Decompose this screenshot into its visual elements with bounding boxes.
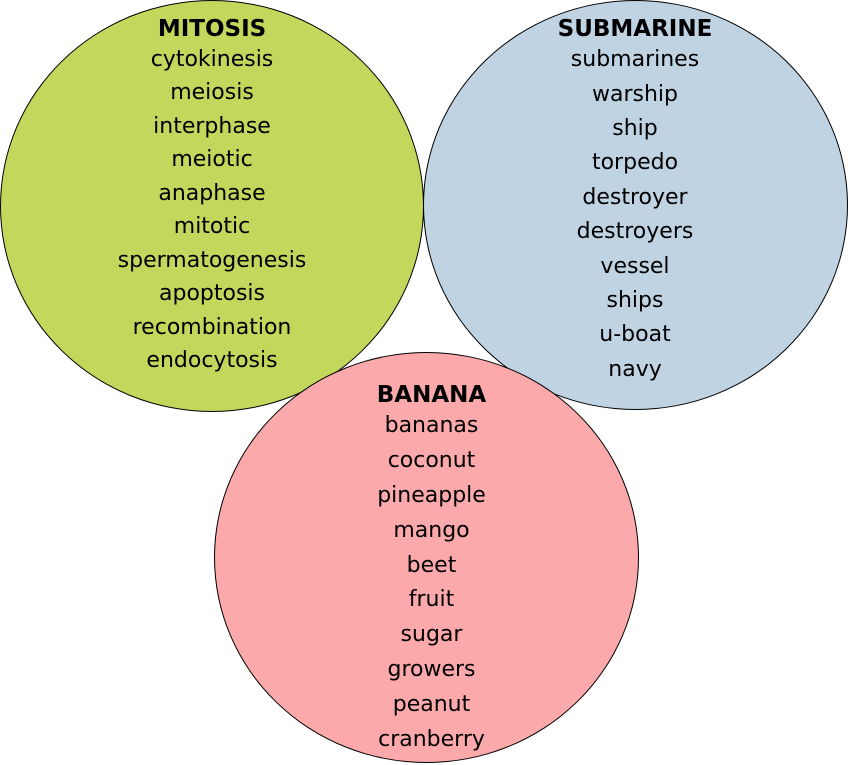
cluster-word: meiosis bbox=[170, 80, 254, 106]
cluster-word: mitotic bbox=[173, 214, 251, 240]
cluster-word: vessel bbox=[600, 253, 670, 279]
cluster-word: fruit bbox=[408, 587, 455, 613]
cluster-title: BANANA bbox=[376, 381, 487, 408]
cluster-word: apoptosis bbox=[159, 281, 265, 307]
cluster-word: destroyers bbox=[576, 219, 694, 245]
cluster-word: recombination bbox=[132, 314, 292, 340]
cluster-word: interphase bbox=[153, 113, 271, 139]
cluster-word: endocytosis bbox=[146, 348, 278, 374]
cluster-word: submarines bbox=[570, 47, 700, 73]
cluster-title: MITOSIS bbox=[157, 15, 267, 42]
cluster-word: cytokinesis bbox=[150, 46, 274, 72]
cluster-word: pineapple bbox=[377, 482, 486, 508]
cluster-word: torpedo bbox=[591, 150, 679, 176]
cluster-word: meiotic bbox=[171, 147, 253, 173]
cluster-word: growers bbox=[387, 656, 476, 682]
cluster-word: cranberry bbox=[378, 726, 485, 752]
cluster-word: warship bbox=[591, 81, 678, 107]
cluster-word: destroyer bbox=[582, 184, 688, 210]
cluster-word: sugar bbox=[400, 622, 463, 648]
mitosis-group: MITOSIS cytokinesis meiosis interphase m… bbox=[90, 15, 334, 378]
cluster-word: navy bbox=[608, 356, 662, 382]
cluster-word: ship bbox=[612, 115, 658, 141]
cluster-title: SUBMARINE bbox=[557, 15, 713, 42]
cluster-word: anaphase bbox=[158, 180, 266, 206]
cluster-word: u-boat bbox=[599, 322, 671, 348]
banana-group: BANANA bananas coconut pineapple mango b… bbox=[344, 381, 519, 757]
cluster-word: spermatogenesis bbox=[117, 247, 307, 273]
cluster-word: mango bbox=[393, 517, 470, 543]
cluster-word: coconut bbox=[387, 448, 476, 474]
cluster-word: beet bbox=[406, 552, 457, 578]
cluster-word: ships bbox=[606, 287, 664, 313]
submarine-circle bbox=[423, 0, 848, 410]
cluster-word: bananas bbox=[384, 413, 479, 439]
cluster-word: peanut bbox=[392, 691, 471, 717]
banana-circle bbox=[214, 352, 639, 763]
submarine-group: SUBMARINE submarines warship ship torped… bbox=[535, 15, 735, 387]
mitosis-circle bbox=[0, 0, 424, 412]
